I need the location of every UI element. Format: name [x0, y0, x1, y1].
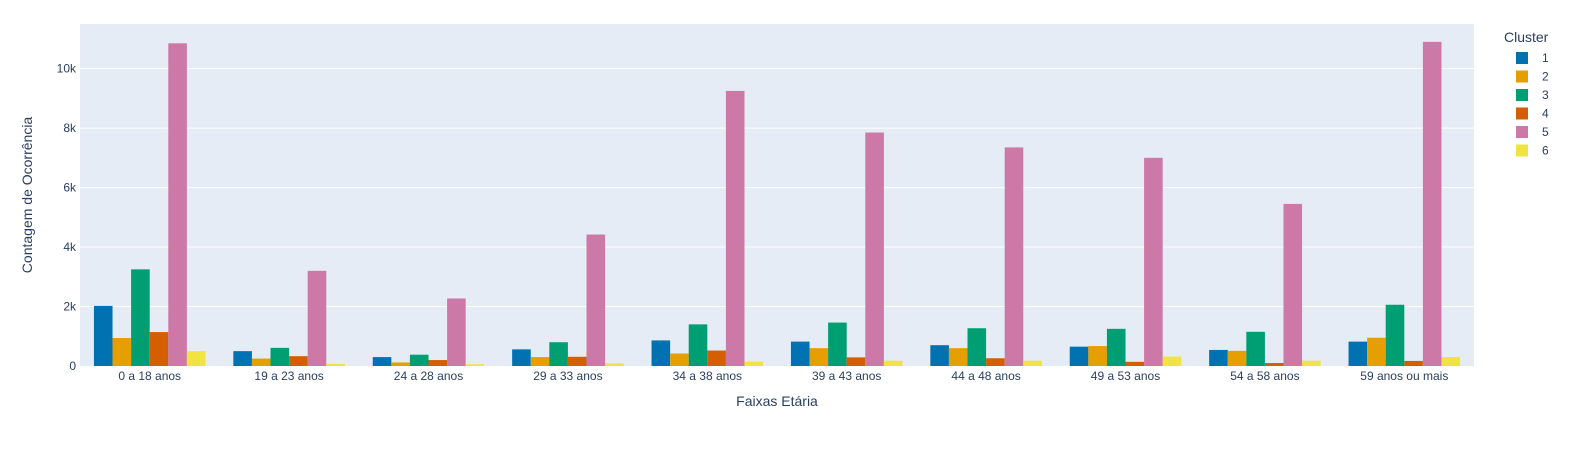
- bar-cluster-3[interactable]: [1106, 328, 1126, 366]
- x-tick-label: 24 a 28 anos: [394, 369, 463, 383]
- bar-cluster-2[interactable]: [809, 348, 829, 366]
- bar-cluster-1[interactable]: [93, 305, 113, 366]
- bar-cluster-4[interactable]: [149, 332, 169, 366]
- bar-cluster-6[interactable]: [1302, 360, 1321, 366]
- bar-cluster-6[interactable]: [1441, 357, 1461, 366]
- legend[interactable]: 1 2 3 4 5 6: [1516, 51, 1549, 158]
- bar-cluster-4[interactable]: [1264, 363, 1284, 366]
- bars: [93, 41, 1461, 367]
- bar-cluster-4[interactable]: [1404, 360, 1423, 366]
- x-tick-label: 59 anos ou mais: [1360, 369, 1448, 383]
- bar-cluster-5[interactable]: [586, 234, 606, 366]
- bar-cluster-4[interactable]: [567, 356, 587, 366]
- bar-cluster-5[interactable]: [307, 270, 327, 366]
- legend-label[interactable]: 1: [1542, 51, 1549, 65]
- bar-cluster-2[interactable]: [1227, 350, 1247, 366]
- bar-cluster-1[interactable]: [1069, 346, 1089, 366]
- legend-label[interactable]: 3: [1542, 88, 1549, 102]
- legend-swatch[interactable]: [1516, 70, 1528, 83]
- x-tick-label: 0 a 18 anos: [118, 369, 181, 383]
- legend-swatch[interactable]: [1516, 89, 1528, 101]
- legend-title: Cluster: [1504, 29, 1549, 45]
- legend-swatch[interactable]: [1516, 126, 1528, 138]
- bar-cluster-2[interactable]: [530, 357, 550, 366]
- legend-label[interactable]: 5: [1542, 125, 1549, 139]
- bar-cluster-6[interactable]: [883, 360, 903, 366]
- y-tick-label: 2k: [63, 300, 77, 314]
- bar-cluster-4[interactable]: [289, 356, 308, 366]
- legend-label[interactable]: 6: [1542, 144, 1549, 158]
- y-tick-label: 0: [69, 359, 76, 373]
- bar-cluster-6[interactable]: [465, 364, 485, 366]
- y-tick-label: 10k: [57, 62, 77, 76]
- bar-cluster-2[interactable]: [670, 353, 689, 366]
- y-tick-label: 8k: [63, 121, 77, 135]
- legend-label[interactable]: 2: [1542, 70, 1549, 84]
- bar-cluster-3[interactable]: [270, 347, 290, 366]
- y-axis-title: Contagem de Ocorrência: [19, 117, 35, 274]
- bar-cluster-6[interactable]: [326, 363, 345, 366]
- bar-cluster-3[interactable]: [828, 322, 847, 366]
- bar-cluster-3[interactable]: [131, 269, 150, 366]
- bar-cluster-5[interactable]: [1144, 157, 1163, 366]
- bar-cluster-4[interactable]: [846, 357, 866, 366]
- bar-cluster-1[interactable]: [372, 357, 392, 366]
- bar-cluster-3[interactable]: [1385, 304, 1405, 366]
- bar-cluster-6[interactable]: [1162, 356, 1182, 366]
- x-tick-label: 34 a 38 anos: [673, 369, 742, 383]
- x-tick-label: 29 a 33 anos: [533, 369, 602, 383]
- bar-cluster-1[interactable]: [790, 341, 810, 366]
- x-tick-label: 54 a 58 anos: [1230, 369, 1299, 383]
- bar-cluster-1[interactable]: [512, 349, 531, 366]
- bar-cluster-6[interactable]: [744, 361, 764, 366]
- bar-cluster-2[interactable]: [948, 348, 968, 366]
- bar-cluster-1[interactable]: [1348, 341, 1368, 366]
- bar-cluster-5[interactable]: [447, 298, 466, 366]
- legend-swatch[interactable]: [1516, 52, 1528, 64]
- bar-cluster-1[interactable]: [930, 345, 949, 366]
- x-tick-label: 44 a 48 anos: [951, 369, 1020, 383]
- bar-cluster-5[interactable]: [1283, 203, 1303, 366]
- legend-swatch[interactable]: [1516, 107, 1528, 120]
- bar-cluster-2[interactable]: [251, 358, 271, 366]
- y-tick-labels: 0 2k 4k 6k 8k 10k: [57, 62, 77, 373]
- x-tick-label: 19 a 23 anos: [254, 369, 323, 383]
- bar-cluster-4[interactable]: [986, 358, 1005, 366]
- x-tick-label: 39 a 43 anos: [812, 369, 881, 383]
- x-tick-labels: 0 a 18 anos 19 a 23 anos 24 a 28 anos 29 a …: [118, 369, 1448, 383]
- y-tick-label: 4k: [63, 240, 77, 254]
- bar-cluster-5[interactable]: [168, 43, 187, 366]
- x-axis-title: Faixas Etária: [736, 393, 818, 409]
- bar-cluster-3[interactable]: [688, 324, 708, 366]
- bar-cluster-1[interactable]: [233, 351, 252, 366]
- bar-cluster-4[interactable]: [707, 350, 726, 366]
- bar-cluster-2[interactable]: [1088, 346, 1107, 366]
- bar-cluster-3[interactable]: [1246, 331, 1265, 366]
- bar-cluster-1[interactable]: [651, 340, 671, 366]
- bar-cluster-3[interactable]: [967, 328, 987, 366]
- bar-cluster-6[interactable]: [605, 363, 624, 366]
- bar-cluster-2[interactable]: [1367, 337, 1386, 366]
- gridlines: [80, 68, 1474, 308]
- bar-cluster-5[interactable]: [865, 132, 884, 366]
- bar-cluster-5[interactable]: [725, 90, 745, 366]
- y-tick-label: 6k: [63, 181, 77, 195]
- legend-swatch[interactable]: [1516, 144, 1528, 157]
- legend-label[interactable]: 4: [1542, 107, 1549, 121]
- bar-cluster-2[interactable]: [112, 338, 132, 366]
- bar-cluster-6[interactable]: [1023, 360, 1042, 366]
- bar-cluster-5[interactable]: [1004, 147, 1024, 366]
- plot-background: [80, 24, 1474, 366]
- bar-cluster-5[interactable]: [1422, 41, 1442, 367]
- bar-cluster-2[interactable]: [391, 362, 410, 366]
- bar-cluster-3[interactable]: [549, 342, 568, 366]
- bar-cluster-4[interactable]: [1125, 361, 1145, 366]
- bar-cluster-4[interactable]: [428, 360, 448, 366]
- bar-cluster-1[interactable]: [1209, 349, 1228, 366]
- bar-cluster-3[interactable]: [409, 354, 429, 366]
- bar-cluster-6[interactable]: [186, 351, 206, 366]
- x-tick-label: 49 a 53 anos: [1091, 369, 1160, 383]
